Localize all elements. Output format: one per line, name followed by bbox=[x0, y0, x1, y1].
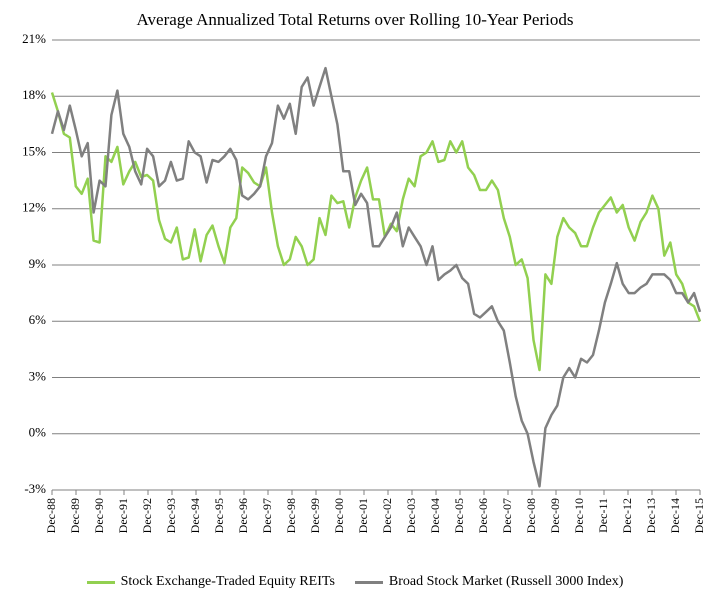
legend-swatch bbox=[355, 581, 383, 584]
svg-text:6%: 6% bbox=[29, 312, 47, 327]
svg-text:Dec-03: Dec-03 bbox=[404, 498, 418, 533]
svg-text:Dec-02: Dec-02 bbox=[380, 498, 394, 533]
svg-text:Dec-95: Dec-95 bbox=[212, 498, 226, 533]
chart-legend: Stock Exchange-Traded Equity REITs Broad … bbox=[0, 573, 710, 591]
svg-text:Dec-89: Dec-89 bbox=[68, 498, 82, 533]
svg-text:18%: 18% bbox=[22, 87, 46, 102]
svg-text:-3%: -3% bbox=[24, 481, 46, 496]
svg-text:Dec-91: Dec-91 bbox=[116, 498, 130, 533]
svg-text:Dec-15: Dec-15 bbox=[692, 498, 706, 533]
svg-text:Dec-06: Dec-06 bbox=[476, 498, 490, 533]
svg-text:15%: 15% bbox=[22, 143, 46, 158]
svg-text:0%: 0% bbox=[29, 425, 47, 440]
svg-text:Dec-90: Dec-90 bbox=[92, 498, 106, 533]
svg-text:Dec-00: Dec-00 bbox=[332, 498, 346, 533]
legend-item: Broad Stock Market (Russell 3000 Index) bbox=[355, 574, 623, 590]
svg-text:Dec-94: Dec-94 bbox=[188, 498, 202, 533]
svg-text:Dec-10: Dec-10 bbox=[572, 498, 586, 533]
svg-text:9%: 9% bbox=[29, 256, 47, 271]
chart-plot: -3% 0% 3% 6% 9% 12% 15% 18% 21% Dec-88 Dec-89 Dec-9… bbox=[0, 0, 710, 560]
svg-text:Dec-98: Dec-98 bbox=[284, 498, 298, 533]
legend-label: Stock Exchange-Traded Equity REITs bbox=[121, 574, 335, 590]
svg-text:Dec-97: Dec-97 bbox=[260, 498, 274, 533]
legend-label: Broad Stock Market (Russell 3000 Index) bbox=[389, 574, 623, 590]
legend-item: Stock Exchange-Traded Equity REITs bbox=[87, 574, 335, 590]
svg-text:Dec-08: Dec-08 bbox=[524, 498, 538, 533]
svg-text:3%: 3% bbox=[29, 368, 47, 383]
svg-text:Dec-13: Dec-13 bbox=[644, 498, 658, 533]
svg-text:Dec-88: Dec-88 bbox=[44, 498, 58, 533]
legend-swatch bbox=[87, 581, 115, 584]
svg-text:12%: 12% bbox=[22, 200, 46, 215]
svg-text:Dec-93: Dec-93 bbox=[164, 498, 178, 533]
svg-text:Dec-04: Dec-04 bbox=[428, 498, 442, 533]
svg-text:21%: 21% bbox=[22, 31, 46, 46]
svg-text:Dec-96: Dec-96 bbox=[236, 498, 250, 533]
svg-text:Dec-07: Dec-07 bbox=[500, 498, 514, 533]
chart-container: Average Annualized Total Returns over Ro… bbox=[0, 0, 710, 600]
svg-text:Dec-12: Dec-12 bbox=[620, 498, 634, 533]
svg-text:Dec-11: Dec-11 bbox=[596, 498, 610, 533]
svg-text:Dec-01: Dec-01 bbox=[356, 498, 370, 533]
svg-text:Dec-14: Dec-14 bbox=[668, 498, 682, 533]
svg-text:Dec-92: Dec-92 bbox=[140, 498, 154, 533]
svg-text:Dec-09: Dec-09 bbox=[548, 498, 562, 533]
svg-text:Dec-99: Dec-99 bbox=[308, 498, 322, 533]
svg-text:Dec-05: Dec-05 bbox=[452, 498, 466, 533]
